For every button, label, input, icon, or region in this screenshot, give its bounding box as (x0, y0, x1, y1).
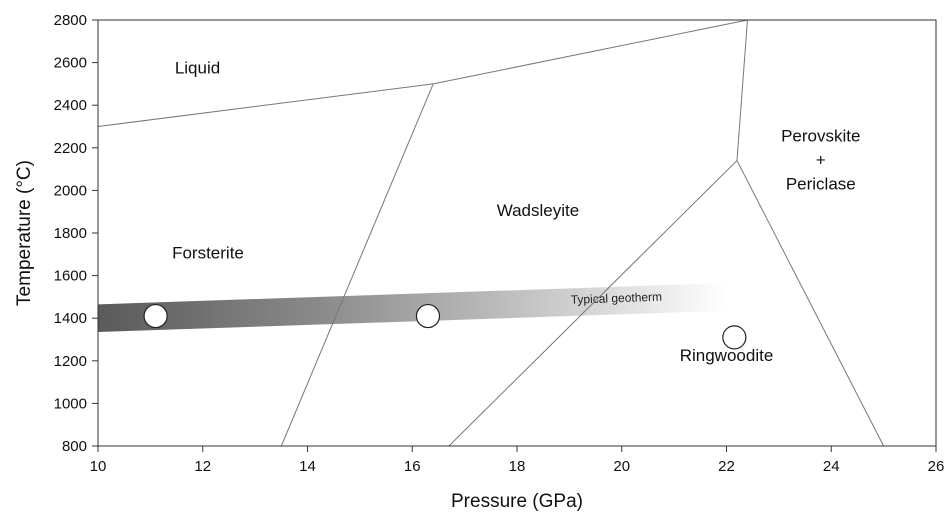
y-tick-label: 1200 (54, 353, 87, 370)
y-tick-label: 2600 (54, 55, 87, 72)
geotherm-layer: Typical geotherm (98, 283, 727, 333)
boundary-liquidus-2 (433, 19, 748, 85)
x-tick-label: 16 (404, 458, 421, 475)
x-tick-label: 18 (509, 458, 526, 475)
x-tick-label: 14 (299, 458, 316, 475)
y-tick-label: 1600 (54, 268, 87, 285)
data-point-marker (415, 303, 441, 329)
y-tick-label: 1000 (54, 395, 87, 412)
y-axis: 800 1000 1200 1400 1600 1800 2000 2200 2400 2600 2… (54, 12, 98, 455)
data-point-marker (143, 303, 168, 329)
region-label: Wadsleyite (497, 201, 580, 220)
x-tick-label: 12 (194, 458, 211, 475)
boundary-liquidus-1 (97, 83, 434, 127)
y-tick-label: 1400 (54, 310, 87, 327)
x-tick-label: 24 (823, 458, 840, 475)
region-label: Periclase (786, 174, 856, 193)
region-label: Forsterite (172, 244, 244, 263)
markers (143, 303, 747, 350)
y-tick-label: 2000 (54, 182, 87, 199)
boundary-ringwoodite-perovskite (736, 160, 885, 447)
region-label: Liquid (175, 58, 220, 77)
boundary-wadsleyite-perovskite (736, 19, 748, 161)
y-axis-title: Temperature (°C) (14, 160, 35, 306)
x-axis-title: Pressure (GPa) (451, 491, 583, 512)
y-tick-label: 2400 (54, 97, 87, 114)
region-label: + (816, 150, 826, 169)
boundary-wadsleyite-ringwoodite (448, 160, 738, 447)
x-tick-label: 22 (718, 458, 735, 475)
x-tick-label: 26 (928, 458, 945, 475)
x-tick-label: 20 (613, 458, 630, 475)
region-labels: Liquid Forsterite Wadsleyite Ringwoodite Per… (172, 58, 860, 365)
boundary-forsterite-wadsleyite (280, 83, 434, 447)
region-label: Perovskite (781, 126, 860, 145)
region-label: Ringwoodite (680, 346, 774, 365)
x-tick-label: 10 (90, 458, 107, 475)
phase-boundaries (97, 19, 885, 447)
plot-frame (97, 19, 937, 447)
y-tick-label: 1800 (54, 225, 87, 242)
data-point-marker (722, 325, 747, 350)
x-axis: 10 12 14 16 18 20 22 24 26 (90, 446, 945, 475)
y-tick-label: 2200 (54, 140, 87, 157)
geotherm-band (98, 283, 727, 333)
y-tick-label: 2800 (54, 12, 87, 29)
y-tick-label: 800 (62, 438, 87, 455)
